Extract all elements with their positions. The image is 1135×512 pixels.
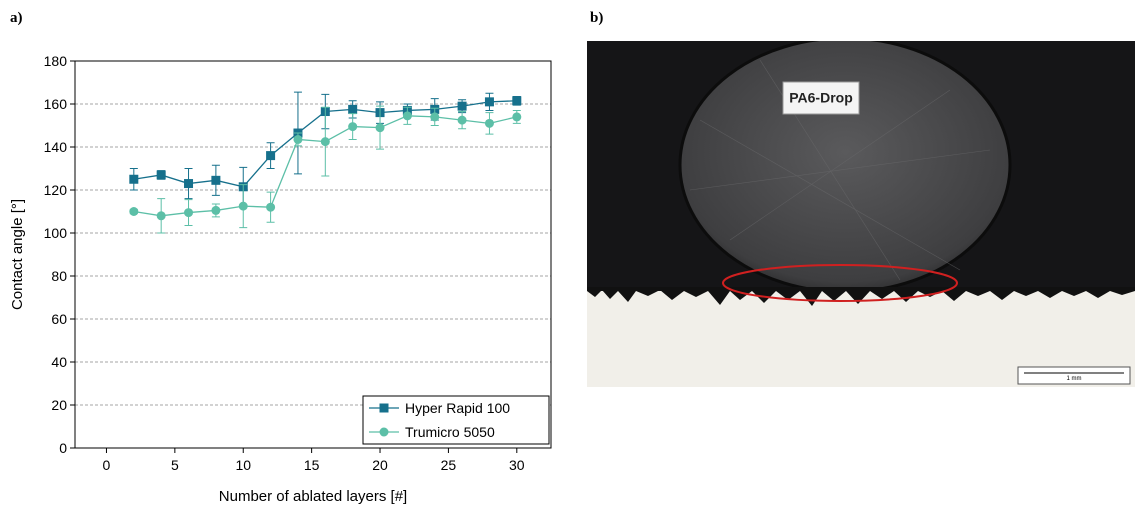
legend-label: Trumicro 5050 [405,424,495,440]
legend-box [362,395,550,445]
marker [402,111,412,121]
marker [484,97,494,107]
marker [348,104,358,114]
marker [129,207,139,216]
y-tick-label: 180 [44,53,68,69]
y-tick-label: 140 [44,139,68,155]
marker [156,170,166,180]
y-tick-label: 60 [51,311,67,327]
panel-label: a) [10,10,23,26]
y-tick-label: 40 [51,354,67,370]
x-tick-label: 0 [103,457,111,473]
marker [320,137,330,147]
y-tick-label: 120 [44,182,68,198]
legend-marker [379,427,389,437]
y-tick-label: 20 [51,397,67,413]
y-tick-label: 100 [44,225,68,241]
marker [266,151,276,161]
micrograph: PA6-Drop 1 mm [587,41,1135,387]
image-annotation: PA6-Drop [789,90,853,106]
x-tick-label: 15 [304,457,320,473]
marker [457,115,467,125]
scale-bar-label: 1 mm [1067,376,1082,382]
marker [238,201,248,211]
panel-label: b) [590,10,603,26]
marker [457,101,467,111]
y-tick-label: 160 [44,96,68,112]
x-axis-label: Number of ablated layers [#] [219,488,407,505]
marker [266,202,276,212]
marker [375,123,385,133]
plot-frame [74,60,552,449]
marker [430,112,440,122]
y-axis-label: Contact angle [°] [9,199,26,310]
marker [484,118,494,128]
marker [184,179,194,189]
legend-marker [379,403,389,413]
marker [348,122,358,132]
marker [512,96,522,106]
y-tick-label: 80 [51,268,67,284]
x-tick-label: 10 [235,457,251,473]
marker [129,174,139,184]
marker [156,211,166,221]
marker [211,175,221,185]
marker [184,208,194,218]
y-tick-label: 0 [59,440,67,456]
marker [512,112,522,122]
x-tick-label: 5 [171,457,179,473]
x-tick-label: 30 [509,457,525,473]
marker [293,134,303,144]
marker [211,205,221,215]
x-tick-label: 25 [441,457,457,473]
legend-label: Hyper Rapid 100 [405,400,510,416]
x-tick-label: 20 [372,457,388,473]
